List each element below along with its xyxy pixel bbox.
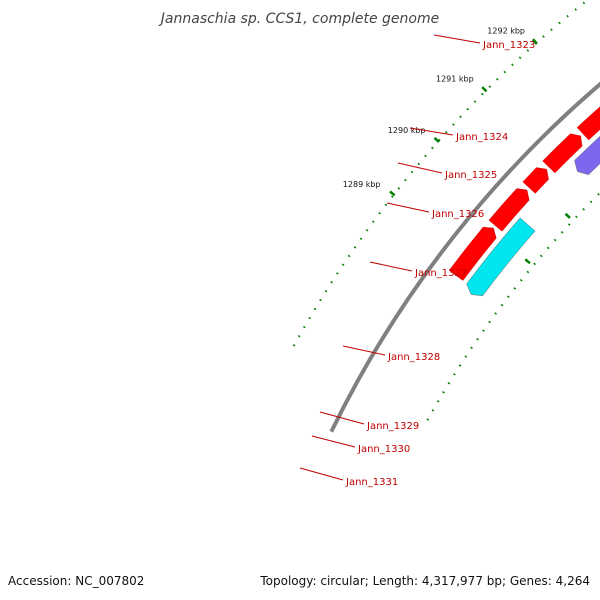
gene-arrow [576,106,600,141]
gene-label: Jann_1324 [455,132,508,143]
topology-label: Topology: circular; Length: 4,317,977 bp… [260,574,590,588]
gene-label: Jann_1326 [431,209,484,220]
gene-label-connector [386,202,430,213]
gene-label: Jann_1327 [414,268,467,279]
gene-arrow [448,226,497,281]
accession-label: Accession: NC_007802 [8,574,145,588]
backbone-ring [329,81,600,433]
gene-label: Jann_1323 [482,40,535,51]
genome-arcs [329,81,600,433]
gene-label: Jann_1325 [444,170,497,181]
gene-label: Jann_1331 [345,477,398,488]
kbp-tick [481,86,488,93]
gene-arrow [488,188,530,232]
gene-label-connector [319,411,365,425]
inner-tick [564,212,571,219]
kbp-tick-label: 1289 kbp [343,180,381,189]
gene-label: Jann_1328 [387,352,440,363]
gene-label-connector [397,162,443,174]
kbp-tick-label: 1292 kbp [487,26,525,35]
inner-tick [524,258,531,265]
kbp-tick [532,38,538,45]
gene-label-connector [342,345,386,356]
gene-arrow [574,136,600,175]
gene-label-connector [409,127,454,136]
gene-label: Jann_1329 [366,421,419,432]
kbp-tick-label: 1290 kbp [388,126,426,135]
gene-arrow [522,167,549,194]
kbp-tick [389,190,396,197]
map-title: Jannaschia sp. CCS1, complete genome [158,11,439,27]
gene-labels: Jann_1323 Jann_1324 Jann_1325 Jann_1326 Jann… [299,34,535,488]
gene-arrow [542,133,583,174]
gene-track [448,106,600,297]
gene-label-connector [299,467,344,481]
gene-label-connector [369,261,413,272]
kbp-tick [433,136,440,143]
gene-label-connector [311,435,356,448]
kbp-tick-label: 1291 kbp [436,75,474,84]
gene-label-connector [433,34,481,44]
gene-arrow [466,217,536,297]
gene-label: Jann_1330 [357,444,410,455]
